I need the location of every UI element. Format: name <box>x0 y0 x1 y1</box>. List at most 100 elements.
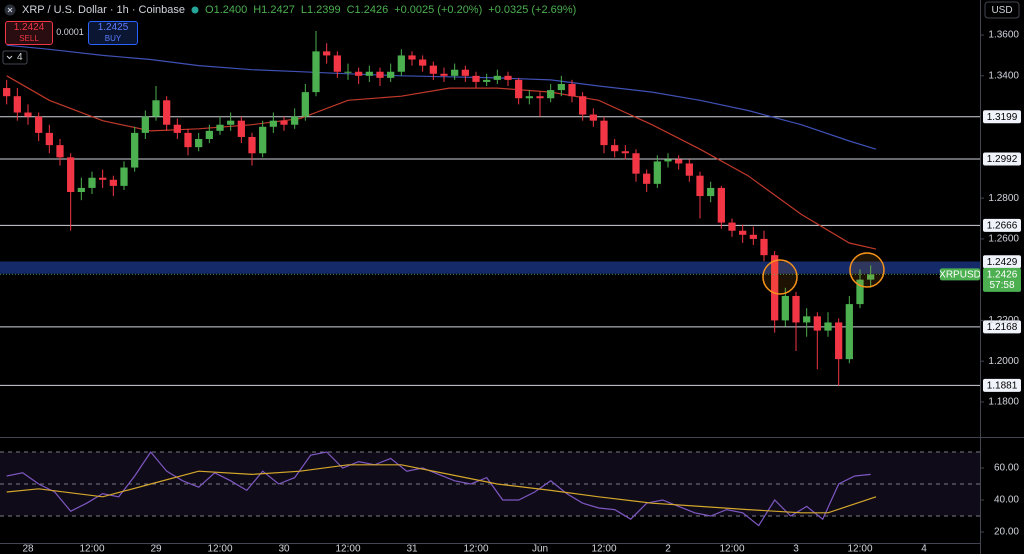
candle-body <box>67 157 75 193</box>
candle-body <box>440 73 448 76</box>
annotation-circle <box>849 252 885 288</box>
y-tick-label: 40.00 <box>994 495 1019 506</box>
x-tick-label: 3 <box>793 544 799 554</box>
x-tick-label: 12:00 <box>719 544 744 554</box>
candle-body <box>653 161 661 184</box>
candle-body <box>579 96 587 115</box>
level-label-box <box>983 378 1021 392</box>
candle-body <box>493 75 501 80</box>
candle-body <box>451 69 459 76</box>
candle-body <box>216 124 224 131</box>
candle-body <box>557 83 565 91</box>
x-tick-label: Jun <box>532 544 548 554</box>
level-label-box <box>983 110 1021 124</box>
last-price-box <box>983 267 1021 292</box>
candle-body <box>504 75 512 80</box>
candle-body <box>461 69 469 76</box>
candle-body <box>173 124 181 133</box>
indicator-line <box>6 450 871 527</box>
candle-body <box>611 145 619 152</box>
candle-body <box>3 88 11 97</box>
chevron-icon <box>6 55 13 60</box>
x-tick-label: 4 <box>921 544 927 554</box>
level-label: 1.2666 <box>987 221 1018 232</box>
candle-body <box>24 112 32 117</box>
spread: 0.0001 <box>56 27 84 37</box>
x-tick-label: 12:00 <box>591 544 616 554</box>
x-tick-label: 28 <box>22 544 34 554</box>
candle-body <box>312 51 320 93</box>
y-tick-label: 1.2800 <box>988 193 1019 204</box>
candle-body <box>227 120 235 125</box>
candle-body <box>77 187 85 193</box>
candle-body <box>760 238 768 256</box>
sell-label: SELL <box>19 34 39 43</box>
candle-body <box>429 65 437 74</box>
candle-body <box>856 279 864 305</box>
rsi-pane <box>0 450 980 527</box>
buy-price: 1.2425 <box>97 22 129 33</box>
candle-body <box>280 120 288 125</box>
candle-body <box>525 96 533 99</box>
candle-body <box>344 71 352 73</box>
x-tick-label: 12:00 <box>335 544 360 554</box>
change-day: +0.0325 (+2.69%) <box>488 4 577 16</box>
ohlc-open: O1.2400 <box>205 4 248 16</box>
x-tick-label: 12:00 <box>463 544 488 554</box>
zone <box>0 261 980 274</box>
candle-body <box>589 114 597 121</box>
candle-body <box>269 120 277 127</box>
indicator-toggle[interactable]: 4 <box>2 50 28 65</box>
sell-price: 1.2424 <box>13 22 45 33</box>
zone-label-box <box>983 255 1021 269</box>
candle-body <box>301 92 309 117</box>
sell-button[interactable]: 1.2424 SELL <box>5 21 53 45</box>
close-icon[interactable] <box>4 4 16 16</box>
candle-body <box>621 151 629 154</box>
candle-body <box>568 83 576 97</box>
level-label-box <box>983 152 1021 166</box>
indicator-count: 4 <box>17 52 23 63</box>
annotation-circle <box>762 259 798 295</box>
level-label: 1.1881 <box>987 381 1018 392</box>
candle-body <box>376 71 384 78</box>
indicator-line <box>6 44 877 150</box>
level-label-box <box>983 218 1021 232</box>
y-tick-label: 1.2000 <box>988 356 1019 367</box>
x-tick-label: 12:00 <box>207 544 232 554</box>
x-tick-label: 12:00 <box>79 544 104 554</box>
symbol-label-box <box>940 268 980 281</box>
x-tick-label: 12:00 <box>847 544 872 554</box>
y-tick-label: 1.2200 <box>988 315 1019 326</box>
header: XRP / U.S. Dollar · 1h · Coinbase O1.240… <box>4 2 576 18</box>
currency-button[interactable]: USD <box>984 1 1020 19</box>
candle-body <box>237 120 245 137</box>
y-tick-label: 20.00 <box>994 527 1019 538</box>
candle-body <box>696 175 704 197</box>
level-label: 1.2992 <box>987 154 1018 165</box>
candle-body <box>803 316 811 323</box>
candle-body <box>675 159 683 164</box>
candle-body <box>707 187 715 197</box>
candle-body <box>408 55 416 60</box>
status-dot <box>191 6 199 14</box>
candle-body <box>355 71 363 76</box>
last-price-label: 1.2426 <box>987 269 1018 280</box>
candle-body <box>813 316 821 331</box>
candle-body <box>109 179 117 186</box>
x-tick-label: 30 <box>278 544 290 554</box>
candle-body <box>205 130 213 140</box>
candle-body <box>248 136 256 154</box>
candle-body <box>333 55 341 72</box>
candle-body <box>643 173 651 184</box>
zone-label: 1.2429 <box>987 257 1018 268</box>
y-tick-label: 1.1800 <box>988 397 1019 408</box>
candle-body <box>472 75 480 82</box>
y-tick-label: 1.3400 <box>988 70 1019 81</box>
buy-button[interactable]: 1.2425 BUY <box>88 21 138 45</box>
candle-body <box>600 120 608 146</box>
candle-body <box>45 132 53 146</box>
candle-body <box>685 163 693 176</box>
